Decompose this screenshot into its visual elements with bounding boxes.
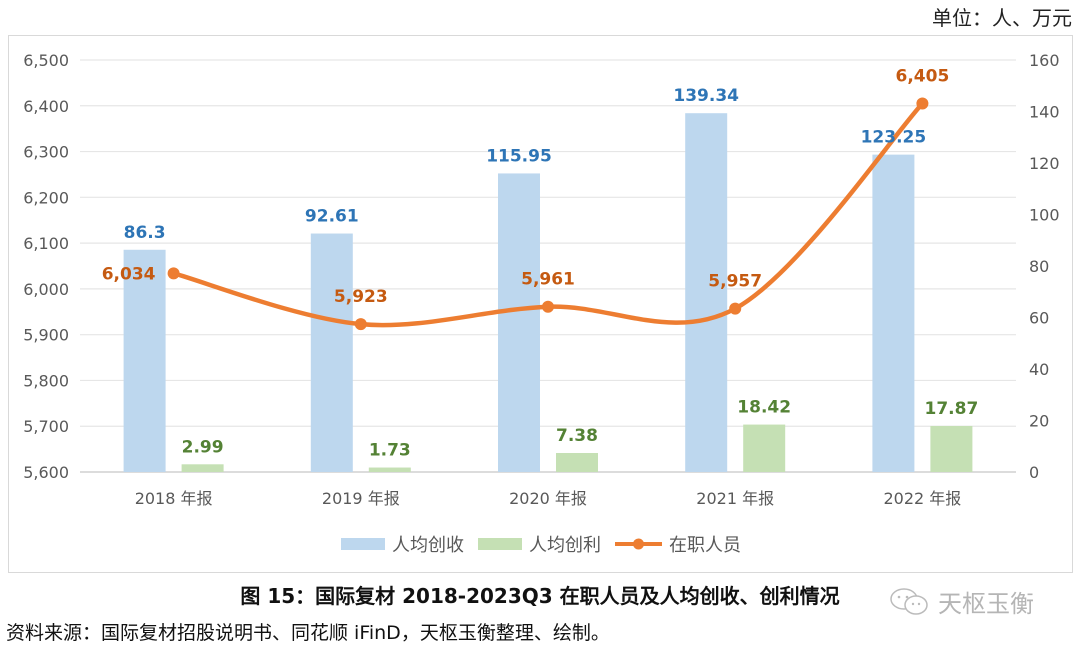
legend: 人均创收 人均创利 在职人员 [341,535,741,556]
legend-swatch [341,538,385,550]
y-left-tick-label: 6,300 [23,143,69,162]
y-left-tick-label: 6,500 [23,51,69,70]
legend-marker [633,538,644,550]
bar-profit [743,424,786,472]
bar-revenue [123,249,166,472]
combo-chart: 5,600 5,700 5,800 5,900 6,000 6,100 6,200 6,300… [23,51,1060,556]
bar-profit [556,452,598,472]
bar-data-label: 17.87 [925,399,979,419]
line-point [542,300,554,313]
bar-revenue [498,173,540,472]
figure-caption: 图 15：国际复材 2018-2023Q3 在职人员及人均创收、创利情况 [0,580,1080,609]
caption-prefix: 图 15： [240,584,316,608]
watermark: 天枢玉衡 [888,584,1034,619]
y-right-tick-label: 60 [1029,309,1049,328]
legend-label: 在职人员 [669,535,741,556]
y-right-tick-label: 140 [1029,103,1060,122]
chart-frame [8,35,1073,573]
bar-data-label: 115.95 [486,146,552,166]
bar-profit [368,467,411,472]
line-data-label: 5,957 [708,272,762,292]
line-point [916,97,929,110]
bar-profit [930,425,973,472]
x-tick-label: 2021 年报 [696,489,774,508]
bar-data-label: 7.38 [556,426,598,446]
y-left-tick-label: 5,700 [23,417,69,436]
bar-revenue [310,233,353,472]
bar-data-label: 139.34 [673,86,739,106]
y-axis-left: 5,600 5,700 5,800 5,900 6,000 6,100 6,200 6,300… [23,51,69,482]
y-axis-right: 0 20 40 60 80 100 120 140 160 [1029,51,1060,482]
bar-data-label: 86.3 [124,223,166,243]
watermark-text: 天枢玉衡 [938,590,1034,618]
bar-revenue [872,154,915,472]
x-tick-label: 2020 年报 [509,489,587,508]
y-left-tick-label: 6,000 [23,280,69,299]
y-right-tick-label: 0 [1029,463,1039,482]
unit-label: 单位：人、万元 [932,6,1072,30]
y-right-tick-label: 20 [1029,412,1049,431]
line-point [167,267,180,280]
data-labels: 86.3 92.61 115.95 139.34 123.25 2.99 1.73 7.38 1… [102,66,979,460]
line-data-label: 5,961 [521,270,575,290]
bar-data-label: 92.61 [305,207,359,227]
bars [123,113,973,473]
line-data-label: 5,923 [334,287,388,307]
line-series [167,97,929,331]
line-point [729,302,742,315]
bar-data-label: 2.99 [182,437,224,457]
wechat-icon [890,587,928,615]
y-right-tick-label: 100 [1029,206,1060,225]
line-point [354,318,367,331]
y-left-tick-label: 6,400 [23,97,69,116]
line-data-label: 6,405 [896,66,950,86]
legend-swatch [478,538,522,550]
x-tick-label: 2019 年报 [322,489,400,508]
legend-label: 人均创利 [529,535,601,556]
x-axis: 2018 年报 2019 年报 2020 年报 2021 年报 2022 年报 [135,489,962,508]
x-tick-label: 2022 年报 [883,489,961,508]
caption-text: 国际复材 2018-2023Q3 在职人员及人均创收、创利情况 [315,584,840,608]
legend-label: 人均创收 [392,535,464,556]
y-left-tick-label: 5,900 [23,326,69,345]
y-right-tick-label: 120 [1029,154,1060,173]
bar-profit [181,464,224,472]
bar-data-label: 1.73 [369,441,411,461]
line-data-label: 6,034 [102,264,156,284]
y-left-tick-label: 6,100 [23,234,69,253]
source-note: 资料来源：国际复材招股说明书、同花顺 iFinD，天枢玉衡整理、绘制。 [6,622,610,644]
y-left-tick-label: 5,800 [23,371,69,390]
y-right-tick-label: 40 [1029,360,1049,379]
bar-data-label: 123.25 [861,128,927,148]
y-right-tick-label: 160 [1029,51,1060,70]
y-right-tick-label: 80 [1029,257,1049,276]
gridlines [80,59,1016,473]
bar-data-label: 18.42 [737,398,791,418]
bar-revenue [685,113,728,473]
y-left-tick-label: 5,600 [23,463,69,482]
x-tick-label: 2018 年报 [135,489,213,508]
y-left-tick-label: 6,200 [23,188,69,207]
line-staff [171,101,925,328]
